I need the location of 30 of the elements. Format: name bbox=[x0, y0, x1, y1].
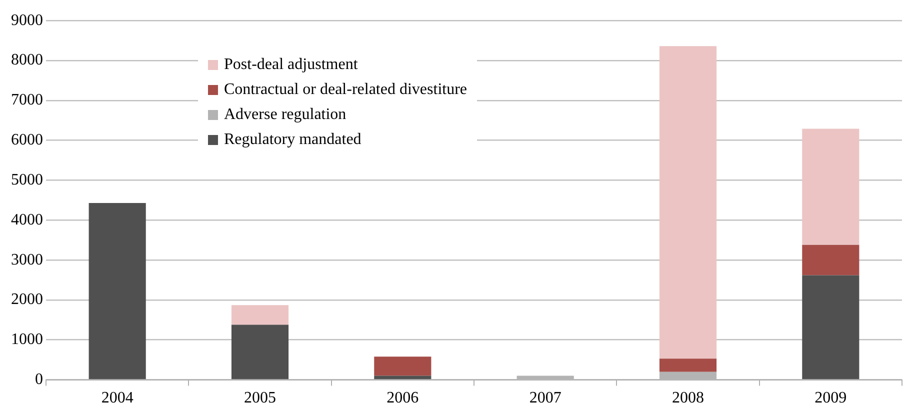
bar bbox=[231, 305, 289, 325]
legend-label: Post-deal adjustment bbox=[224, 56, 358, 74]
legend-label: Adverse regulation bbox=[224, 106, 346, 124]
x-tick-label: 2009 bbox=[814, 390, 847, 407]
bar bbox=[374, 356, 432, 376]
y-tick-label: 6000 bbox=[11, 132, 43, 149]
bar bbox=[88, 202, 146, 380]
y-tick-label: 0 bbox=[35, 371, 43, 388]
legend-label: Contractual or deal-related divestiture bbox=[224, 80, 468, 98]
x-tick-label: 2007 bbox=[529, 390, 562, 407]
y-tick-label: 4000 bbox=[11, 211, 43, 228]
y-tick-label: 5000 bbox=[11, 171, 43, 188]
y-tick-label: 2000 bbox=[11, 291, 43, 308]
legend-label: Regulatory mandated bbox=[224, 130, 362, 148]
bar bbox=[802, 244, 860, 276]
bar bbox=[659, 358, 717, 372]
x-tick-label: 2006 bbox=[386, 390, 419, 407]
bar bbox=[659, 46, 717, 359]
x-tick-label: 2008 bbox=[672, 390, 704, 407]
bar bbox=[231, 324, 289, 380]
y-tick-label: 1000 bbox=[11, 331, 43, 348]
y-tick-label: 3000 bbox=[11, 251, 43, 268]
bar bbox=[802, 128, 860, 245]
bar bbox=[374, 376, 432, 380]
bar bbox=[802, 275, 860, 380]
x-tick-label: 2004 bbox=[101, 390, 134, 407]
x-tick-label: 2005 bbox=[244, 390, 276, 407]
y-tick-label: 9000 bbox=[11, 12, 43, 29]
y-tick-label: 7000 bbox=[11, 92, 43, 109]
y-tick-label: 8000 bbox=[11, 52, 43, 69]
